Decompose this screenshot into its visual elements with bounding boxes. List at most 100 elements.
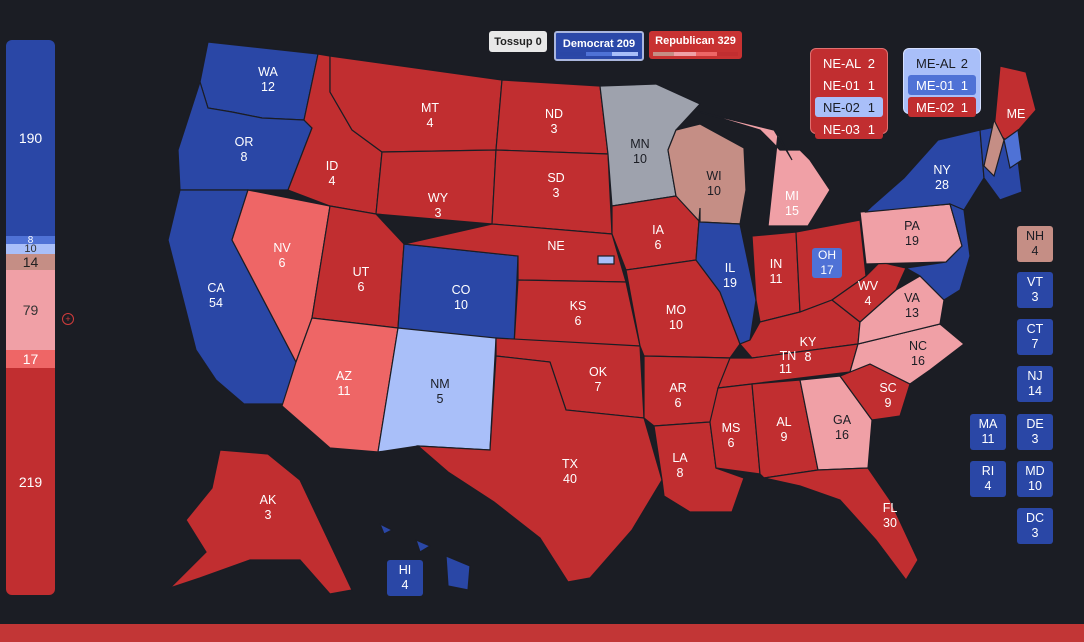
state-label-co: CO 10 [452, 283, 471, 312]
state-box-nh[interactable]: NH 4 [1017, 226, 1053, 262]
tally-tilt-rep[interactable]: 14 [6, 254, 55, 270]
democrat-label: Democrat 209 [562, 38, 636, 50]
democrat-total-pill[interactable]: Democrat 209 [554, 31, 644, 61]
state-mi[interactable] [699, 111, 831, 227]
state-label-mo: MO 10 [666, 303, 686, 332]
state-box-vt[interactable]: VT 3 [1017, 272, 1053, 308]
state-box-nj[interactable]: NJ 14 [1017, 366, 1053, 402]
state-box-abbr: RI [981, 464, 995, 478]
split-value: 1 [867, 99, 875, 115]
state-label-ms: MS 6 [722, 421, 741, 450]
state-labels: WA 12 OR 8 CA 54 NV 6 ID 4 MT 4 WY 3 UT 6 AZ 11 C… [207, 65, 1025, 530]
split-row-me-02[interactable]: ME-02 1 [908, 97, 976, 117]
tally-likely-dem[interactable]: 8 [6, 235, 55, 246]
republican-total-pill[interactable]: Republican 329 [649, 31, 742, 59]
state-box-abbr: DE [1026, 417, 1044, 431]
state-ny[interactable] [864, 129, 985, 213]
state-box-abbr: NJ [1027, 369, 1043, 383]
state-label-al: AL 9 [776, 415, 791, 444]
state-box-ev: 14 [1028, 384, 1042, 398]
state-ne-02-marker[interactable] [597, 255, 615, 265]
state-label-nd: ND 3 [545, 107, 563, 136]
state-wa[interactable] [199, 41, 319, 121]
maine-split-votes: ME-AL 2 ME-01 1 ME-02 1 [903, 48, 981, 117]
split-value: 1 [867, 121, 875, 137]
state-box-md[interactable]: MD 10 [1017, 461, 1053, 497]
state-label-id: ID 4 [326, 159, 339, 188]
state-label-wa: WA 12 [258, 65, 278, 94]
state-label-nv: NV 6 [273, 241, 291, 270]
state-tx[interactable] [416, 355, 663, 583]
split-value: 2 [960, 55, 968, 71]
tally-lean-dem[interactable]: 10 [6, 243, 55, 255]
state-label-nc: NC 16 [909, 339, 927, 368]
state-box-ma[interactable]: MA 11 [970, 414, 1006, 450]
state-ms[interactable] [709, 383, 761, 475]
state-label-mt: MT 4 [421, 101, 439, 130]
state-label-sd: SD 3 [547, 171, 564, 200]
state-ak[interactable] [169, 449, 353, 595]
tally-safe-rep[interactable]: 219 [6, 368, 55, 595]
state-me-01-map[interactable] [1003, 128, 1023, 169]
split-row-me-01[interactable]: ME-01 1 [908, 75, 976, 95]
state-box-ev: 7 [1031, 337, 1039, 351]
state-box-de[interactable]: DE 3 [1017, 414, 1053, 450]
state-nh-map[interactable] [983, 118, 1005, 178]
state-label-ca: CA 54 [207, 281, 225, 310]
state-box-ev: 4 [401, 578, 409, 592]
state-label-ga: GA 16 [833, 413, 852, 442]
state-label-ok: OK 7 [589, 365, 608, 394]
state-label-nm: NM 5 [430, 377, 449, 406]
state-label-mn: MN 10 [630, 137, 649, 166]
split-row-ne-03[interactable]: NE-03 1 [815, 119, 883, 139]
state-box-oh[interactable]: OH 17 [812, 248, 842, 278]
state-label-tn-ev: 11 [779, 362, 792, 376]
state-hi[interactable] [378, 522, 471, 591]
state-box-ct[interactable]: CT 7 [1017, 319, 1053, 355]
split-row-ne-al[interactable]: NE-AL 2 [815, 53, 883, 73]
state-box-abbr: OH [818, 248, 836, 262]
tally-label: 17 [22, 351, 39, 367]
tally-safe-dem[interactable]: 190 [6, 40, 55, 236]
state-box-dc[interactable]: DC 3 [1017, 508, 1053, 544]
state-label-wy: WY 3 [428, 191, 449, 220]
state-label-az: AZ 11 [336, 369, 352, 398]
state-label-ak: AK 3 [260, 493, 277, 522]
state-me[interactable] [993, 65, 1037, 143]
split-label: NE-01 [823, 77, 860, 93]
split-row-ne-01[interactable]: NE-01 1 [815, 75, 883, 95]
state-label-pa: PA 19 [904, 219, 920, 248]
tally-lean-rep[interactable]: 79 [6, 270, 55, 350]
state-box-ev: 10 [1028, 479, 1042, 493]
state-box-abbr: MD [1025, 464, 1045, 478]
split-label: ME-01 [916, 77, 955, 93]
tally-likely-rep[interactable]: 17 [6, 350, 55, 368]
tossup-total-pill[interactable]: Tossup 0 [489, 31, 547, 52]
state-fl[interactable] [763, 467, 919, 582]
state-nj-md-de[interactable] [904, 202, 971, 301]
state-box-ev: 3 [1031, 432, 1039, 446]
plus-icon[interactable]: + [62, 313, 74, 325]
republican-rating-bar [653, 52, 738, 56]
state-box-ri[interactable]: RI 4 [970, 461, 1006, 497]
state-box-hi[interactable]: HI 4 [387, 560, 423, 596]
republican-label: Republican 329 [655, 35, 736, 47]
state-label-ia: IA 6 [652, 223, 664, 252]
state-ga[interactable] [799, 375, 873, 471]
split-label: ME-AL [916, 55, 956, 71]
split-value: 2 [867, 55, 875, 71]
split-value: 1 [867, 77, 875, 93]
state-label-tn: TN [780, 349, 797, 363]
state-box-ev: 3 [1031, 526, 1039, 540]
split-label: ME-02 [916, 99, 955, 115]
state-box-abbr: VT [1027, 275, 1043, 289]
split-row-me-al[interactable]: ME-AL 2 [908, 53, 976, 73]
state-label-ne: NE [547, 239, 564, 253]
split-row-ne-02[interactable]: NE-02 1 [815, 97, 883, 117]
state-ks[interactable] [513, 279, 641, 347]
tally-label: 79 [22, 302, 39, 318]
tally-label: 10 [24, 243, 37, 255]
state-label-me: ME [1007, 107, 1026, 121]
